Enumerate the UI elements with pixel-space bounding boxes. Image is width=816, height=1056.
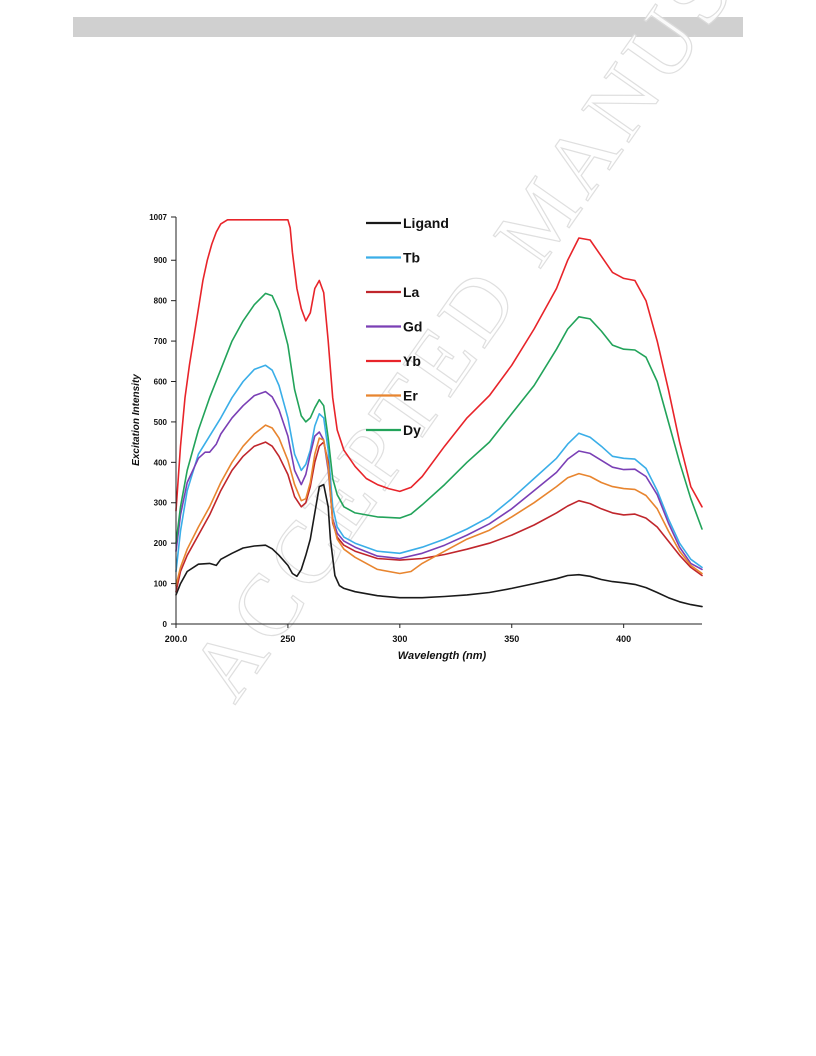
series-line-ligand bbox=[175, 483, 703, 608]
legend-label-er: Er bbox=[403, 388, 418, 404]
series-line-yb bbox=[175, 219, 703, 512]
series-line-la bbox=[175, 441, 703, 593]
series-lines bbox=[175, 219, 703, 608]
x-tick-label: 350 bbox=[504, 634, 519, 644]
y-tick-label: 900 bbox=[154, 256, 168, 265]
series-line-tb bbox=[175, 364, 703, 573]
x-tick-label: 250 bbox=[280, 634, 295, 644]
y-tick-label: 700 bbox=[154, 337, 168, 346]
legend: Ligand Tb La Gd Yb Er Dy bbox=[366, 215, 449, 438]
legend-label-gd: Gd bbox=[403, 319, 422, 335]
series-line-dy bbox=[175, 292, 703, 545]
x-axis-ticks: 200.0 250 300 350 400 bbox=[165, 624, 631, 644]
legend-label-ligand: Ligand bbox=[403, 215, 449, 231]
y-tick-label: 1007 bbox=[149, 213, 167, 222]
y-axis-label: Excitation Intensity bbox=[131, 374, 142, 466]
x-tick-label: 200.0 bbox=[165, 634, 188, 644]
y-tick-label: 300 bbox=[154, 499, 168, 508]
y-axis-ticks: 0 100 200 300 400 500 600 700 800 900 1007 bbox=[149, 213, 176, 629]
series-line-gd bbox=[175, 390, 703, 571]
y-tick-label: 400 bbox=[154, 458, 168, 467]
legend-label-tb: Tb bbox=[403, 250, 420, 266]
x-axis-label: Wavelength (nm) bbox=[398, 650, 487, 662]
series-line-er bbox=[175, 424, 703, 587]
y-tick-label: 500 bbox=[154, 418, 168, 427]
y-tick-label: 200 bbox=[154, 539, 168, 548]
y-tick-label: 800 bbox=[154, 297, 168, 306]
legend-label-la: La bbox=[403, 284, 420, 300]
x-tick-label: 400 bbox=[616, 634, 631, 644]
y-tick-label: 0 bbox=[163, 620, 168, 629]
y-tick-label: 600 bbox=[154, 377, 168, 386]
header-bar bbox=[73, 17, 743, 37]
x-tick-label: 300 bbox=[392, 634, 407, 644]
legend-label-yb: Yb bbox=[403, 353, 421, 369]
legend-label-dy: Dy bbox=[403, 422, 421, 438]
y-tick-label: 100 bbox=[154, 580, 168, 589]
